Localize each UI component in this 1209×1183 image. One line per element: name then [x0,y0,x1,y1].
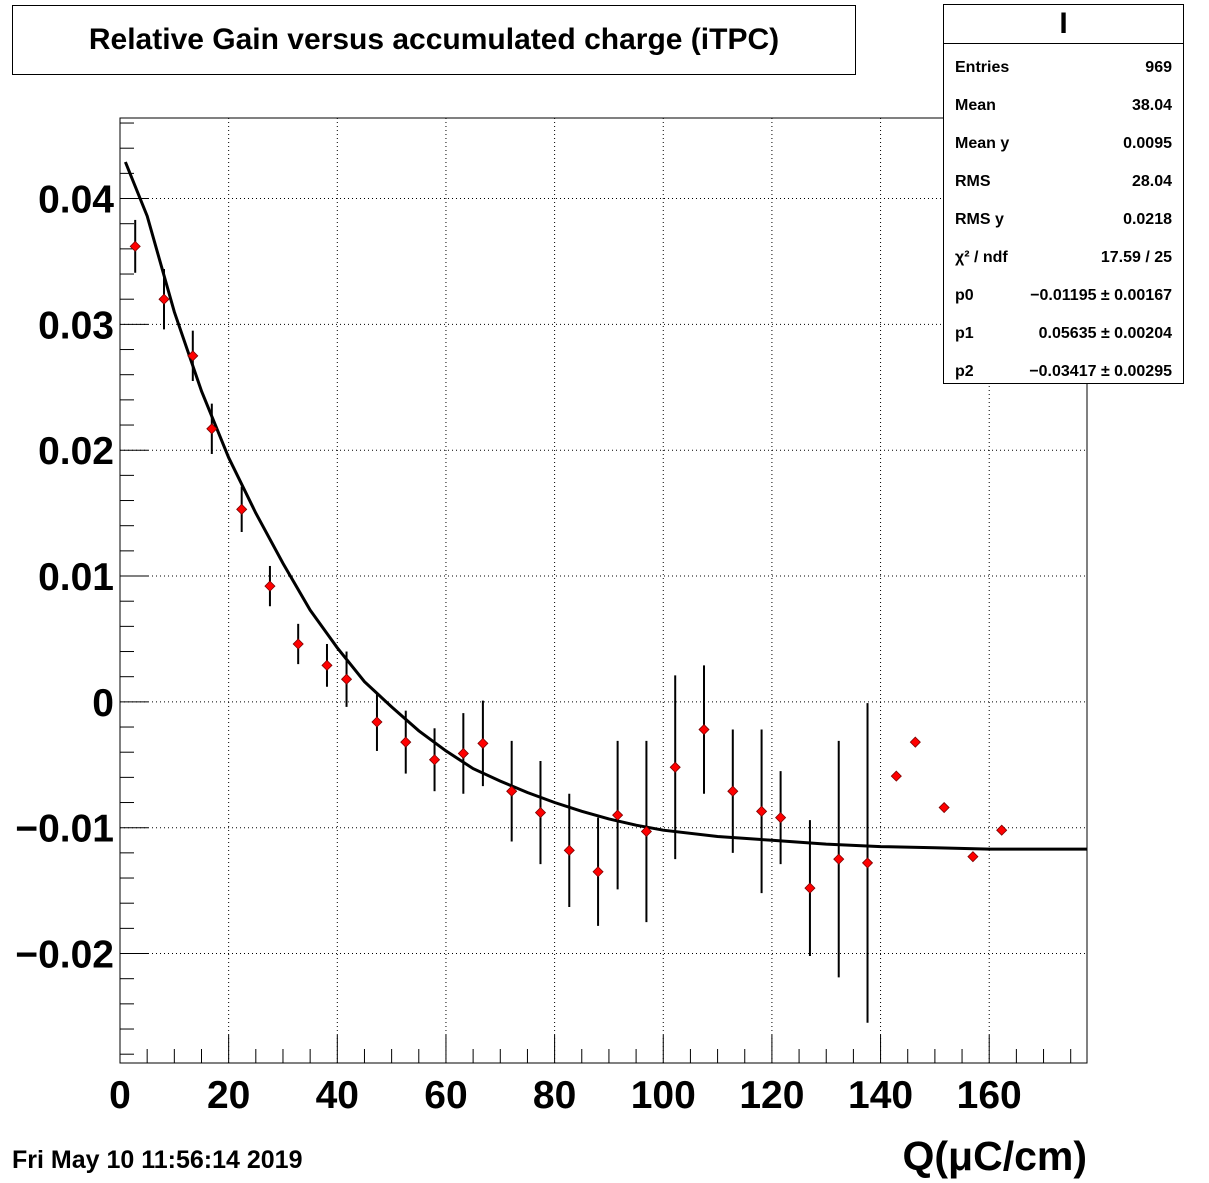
data-point [506,785,518,797]
data-point [890,770,902,782]
data-point [371,716,383,728]
data-point [938,801,950,814]
stat-row-p2: p2 −0.03417 ± 0.00295 [955,361,1172,383]
stat-row-p0: p0 −0.01195 ± 0.00167 [955,285,1172,307]
stat-label: p0 [955,287,974,304]
data-point [640,825,652,838]
data-point [612,809,624,821]
data-point [477,737,489,749]
timestamp: Fri May 10 11:56:14 2019 [12,1146,303,1174]
stat-value: 38.04 [1131,97,1172,114]
data-point [158,293,170,305]
stat-label: Mean y [955,135,1010,152]
data-point [833,853,845,865]
stats-title: I [944,5,1183,44]
x-tick-label: 100 [631,1074,696,1117]
stat-value: 0.0218 [1123,211,1172,228]
x-tick-label: 40 [316,1074,359,1117]
data-point [340,673,353,685]
y-tick-label: 0.04 [38,179,114,222]
y-tick-label: −0.01 [15,808,114,851]
stat-label: p1 [955,325,974,342]
data-point [321,659,333,671]
stat-row-rms-y: RMS y 0.0218 [955,209,1172,231]
y-tick-label: 0.01 [38,556,114,599]
stat-row-mean: Mean 38.04 [955,95,1172,117]
x-tick-label: 120 [739,1074,804,1117]
stat-label: Mean [955,97,996,114]
data-point [592,866,604,878]
data-point [457,747,469,760]
data-point [669,761,681,773]
title-box: Relative Gain versus accumulated charge … [12,5,856,75]
y-tick-label: 0 [92,682,114,725]
x-axis-title: Q(μC/cm) [902,1133,1087,1179]
data-point [563,844,575,856]
stat-value: 0.05635 ± 0.00204 [1038,325,1172,342]
stat-label: p2 [955,363,974,380]
data-point [534,807,547,819]
stat-value: 28.04 [1131,173,1172,190]
stat-row-p1: p1 0.05635 ± 0.00204 [955,323,1172,345]
x-tick-label: 60 [424,1074,467,1117]
data-point [292,638,304,650]
data-point [756,805,768,817]
stat-row-chi2: χ² / ndf 17.59 / 25 [955,247,1172,269]
data-point [967,851,979,863]
plot-frame [119,117,1088,1064]
y-tick-label: 0.03 [38,304,114,347]
data-point [909,736,921,748]
data-point [400,736,412,748]
stat-label: Entries [955,59,1010,76]
data-point [804,882,816,894]
data-point [428,754,441,766]
stat-value: 17.59 / 25 [1100,249,1172,266]
stat-value: 0.0095 [1123,135,1172,152]
stat-label: RMS y [955,211,1004,228]
data-point [264,580,276,592]
stat-value: 969 [1145,59,1172,76]
stat-row-rms: RMS 28.04 [955,171,1172,193]
stat-row-entries: Entries 969 [955,57,1172,79]
data-point [996,824,1008,836]
data-point [129,240,141,252]
stat-value: −0.01195 ± 0.00167 [1030,287,1172,304]
chart-title: Relative Gain versus accumulated charge … [88,23,780,56]
data-point [187,350,199,362]
x-tick-label: 0 [109,1074,131,1117]
stat-row-mean-y: Mean y 0.0095 [955,133,1172,155]
y-tick-label: −0.02 [15,934,114,977]
y-tick-label: 0.02 [38,430,114,473]
fit-curve [124,161,1087,851]
x-tick-label: 140 [848,1074,913,1117]
data-point [861,857,874,869]
stat-label: RMS [955,173,991,190]
stats-box: I Entries 969 Mean 38.04 Mean y 0.0095 R… [943,4,1184,384]
x-tick-label: 20 [207,1074,250,1117]
x-tick-label: 80 [533,1074,576,1117]
stat-value: −0.03417 ± 0.00295 [1029,363,1172,380]
stat-label: χ² / ndf [955,249,1008,266]
data-point [698,723,710,736]
data-point [236,503,248,515]
data-point [727,785,739,797]
data-point [775,812,787,824]
x-tick-label: 160 [957,1074,1022,1117]
data-point [206,423,218,435]
